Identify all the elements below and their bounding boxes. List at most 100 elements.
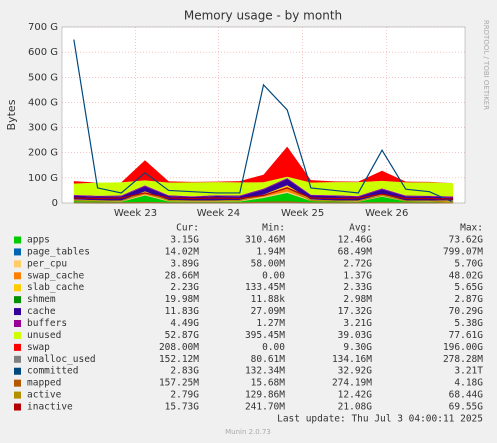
legend-stat: 2.98M (343, 294, 372, 305)
legend-stat: 2.87G (454, 294, 483, 305)
legend-stat: 196.00G (443, 342, 483, 353)
legend-label: apps (27, 235, 50, 246)
legend-swatch (14, 379, 21, 387)
legend-stat: 152.12M (159, 354, 199, 365)
legend-stat: 3.15G (170, 235, 199, 246)
x-tick-label: Week 26 (365, 208, 408, 219)
x-tick-label: Week 24 (197, 208, 240, 219)
legend-stat: 799.07M (443, 246, 483, 257)
legend-swatch (14, 367, 21, 375)
legend-label: slab_cache (27, 282, 84, 293)
legend-swatch (14, 331, 21, 339)
legend-stat: 69.55G (449, 402, 484, 413)
legend-stat: 9.30G (343, 342, 372, 353)
legend-stat: 14.02M (165, 246, 200, 257)
legend-stat: 157.25M (159, 378, 199, 389)
legend-header: Avg: (349, 223, 372, 234)
area (73, 178, 454, 198)
area (73, 185, 454, 202)
legend-stat: 133.45M (245, 282, 285, 293)
plot-border (61, 26, 466, 204)
y-axis-label: Bytes (5, 99, 18, 130)
legend-label: mapped (27, 378, 61, 389)
legend-stat: 395.45M (245, 330, 285, 341)
legend-stat: 58.00M (251, 258, 286, 269)
legend-header: Max: (460, 223, 483, 234)
legend-swatch (14, 260, 21, 268)
legend-swatch (14, 355, 21, 363)
side-label: RRDTOOL / TOBI OETIKER (482, 20, 490, 110)
legend-label: shmem (27, 294, 56, 305)
legend-stat: 1.27M (256, 318, 285, 329)
legend-stat: 2.33G (343, 282, 372, 293)
legend-stat: 3.89G (170, 258, 199, 269)
legend-swatch (14, 284, 21, 292)
legend-stat: 12.42G (338, 390, 373, 401)
legend-stat: 3.21G (343, 318, 372, 329)
legend-swatch (14, 308, 21, 316)
chart-title: Memory usage - by month (184, 9, 342, 23)
legend-stat: 5.38G (454, 318, 483, 329)
x-tick-label: Week 25 (281, 208, 324, 219)
legend-label: page_tables (27, 246, 90, 257)
legend-label: per_cpu (27, 258, 67, 269)
legend-stat: 15.73G (165, 402, 200, 413)
plot-area (62, 27, 465, 203)
legend-stat: 27.09M (251, 306, 286, 317)
legend-stat: 19.98M (165, 294, 200, 305)
legend-stat: 80.61M (251, 354, 286, 365)
legend-stat: 68.44G (449, 390, 484, 401)
footer: Last update: Thu Jul 3 04:00:11 2025 (277, 414, 483, 425)
legend-stat: 0.00 (262, 270, 285, 281)
area (73, 176, 454, 197)
legend-label: inactive (27, 402, 73, 413)
legend-stat: 0.00 (262, 342, 285, 353)
legend-stat: 52.87G (165, 330, 200, 341)
legend-swatch (14, 248, 21, 256)
line (73, 187, 454, 200)
legend-stat: 3.21T (454, 366, 483, 377)
y-tick-label: 100 G (28, 173, 58, 184)
legend-swatch (14, 236, 21, 244)
legend-stat: 2.79G (170, 390, 199, 401)
legend-swatch (14, 343, 21, 351)
legend-stat: 15.68M (251, 378, 286, 389)
legend-stat: 1.94M (256, 246, 285, 257)
legend-header: Cur: (176, 223, 199, 234)
legend-label: swap_cache (27, 270, 84, 281)
legend-stat: 134.16M (332, 354, 372, 365)
legend-stat: 11.83G (165, 306, 200, 317)
legend-swatch (14, 403, 21, 411)
legend-stat: 129.86M (245, 390, 285, 401)
legend-stat: 5.65G (454, 282, 483, 293)
legend-stat: 1.37G (343, 270, 372, 281)
legend-stat: 2.23G (170, 282, 199, 293)
legend-stat: 17.32G (338, 306, 373, 317)
legend-stat: 28.66M (165, 270, 200, 281)
legend-stat: 48.02G (449, 270, 484, 281)
x-tick-label: Week 23 (114, 208, 157, 219)
legend-stat: 241.70M (245, 402, 285, 413)
y-tick-label: 0 (52, 198, 58, 209)
legend-label: swap (27, 342, 50, 353)
legend-stat: 2.72G (343, 258, 372, 269)
y-tick-label: 300 G (28, 123, 58, 134)
y-tick-label: 400 G (28, 97, 58, 108)
legend-stat: 12.46G (338, 235, 373, 246)
legend-header: Min: (262, 223, 285, 234)
legend-stat: 5.70G (454, 258, 483, 269)
legend-label: unused (27, 330, 61, 341)
legend-stat: 4.18G (454, 378, 483, 389)
legend-label: committed (27, 366, 78, 377)
legend-stat: 2.83G (170, 366, 199, 377)
legend-label: active (27, 390, 62, 401)
legend-stat: 4.49G (170, 318, 199, 329)
legend-label: buffers (27, 318, 67, 329)
legend-swatch (14, 391, 21, 399)
legend-stat: 274.19M (332, 378, 372, 389)
legend-stat: 21.08G (338, 402, 373, 413)
legend-stat: 39.03G (338, 330, 373, 341)
legend-stat: 68.49M (338, 246, 373, 257)
legend-stat: 208.00M (159, 342, 199, 353)
